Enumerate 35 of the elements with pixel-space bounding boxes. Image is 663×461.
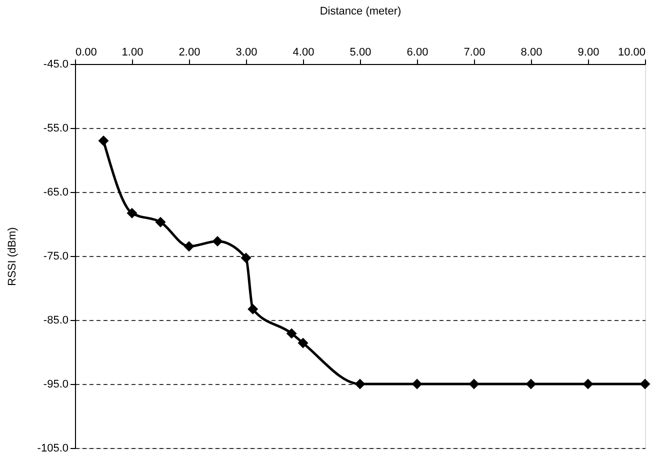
point (212, 236, 223, 247)
y-tick-label: -85.0 (43, 314, 68, 326)
point (354, 378, 366, 390)
x-tick-label: 3.00 (236, 46, 258, 58)
x-tick-label: 2.00 (178, 46, 200, 58)
x-tick-label: 9.00 (578, 46, 600, 58)
point (286, 328, 297, 339)
y-axis-title: RSSI (dBm) (6, 227, 18, 286)
x-tick-label: 4.00 (292, 46, 314, 58)
point (412, 378, 422, 390)
x-tick-label: 5.00 (350, 46, 372, 58)
point (248, 304, 258, 314)
x-tick-label: 6.00 (406, 46, 428, 58)
point (98, 136, 109, 146)
x-tick-label: 8.00 (520, 46, 542, 58)
point (640, 378, 650, 390)
point (526, 378, 536, 390)
y-tick-label: -95.0 (43, 378, 68, 390)
y-tick-label: -45.0 (43, 58, 68, 70)
y-tick-label: -55.0 (43, 122, 68, 134)
y-tick-label: -75.0 (43, 250, 68, 262)
x-tick-label: 0.00 (76, 46, 97, 58)
x-tick-label: 7.00 (464, 46, 486, 58)
x-tick-label: 1.00 (122, 46, 144, 58)
point (582, 378, 594, 390)
x-axis-title: Distance (meter) (320, 6, 402, 18)
point (155, 216, 166, 228)
x-tick-label: 10.00 (618, 46, 646, 58)
point (240, 252, 252, 264)
y-tick-label: -65.0 (43, 186, 68, 198)
y-tick-label: -105.0 (37, 442, 68, 454)
point (298, 338, 308, 348)
point (126, 208, 138, 218)
point (184, 241, 194, 252)
point (468, 378, 480, 390)
